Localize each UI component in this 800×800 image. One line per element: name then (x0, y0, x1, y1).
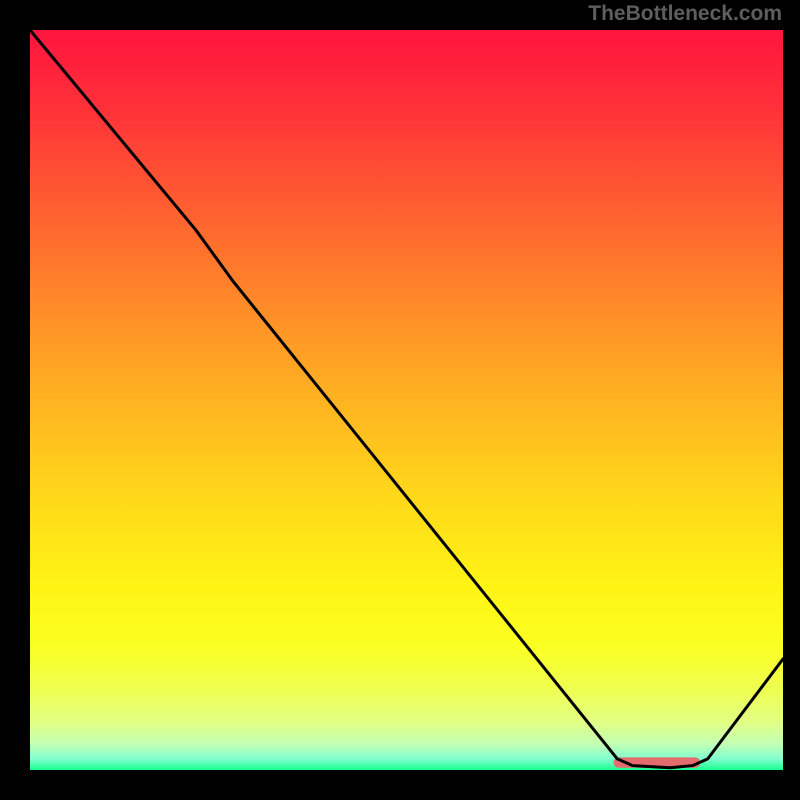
attribution-text: TheBottleneck.com (588, 2, 782, 26)
bottleneck-chart (0, 0, 800, 800)
chart-background (30, 30, 783, 770)
figure-container: TheBottleneck.com (0, 0, 800, 800)
